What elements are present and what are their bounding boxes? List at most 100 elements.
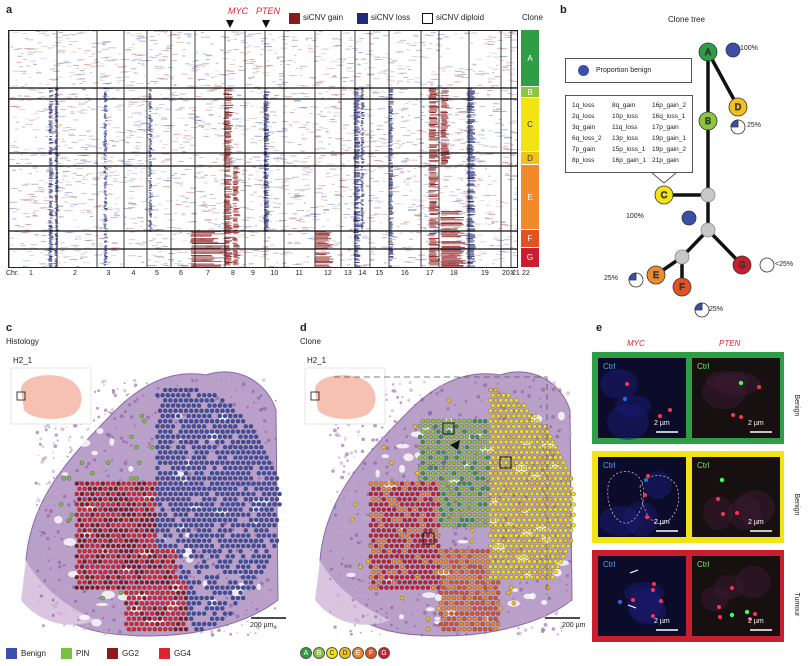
fish-image: Ctrl 2 µm	[692, 358, 780, 438]
cnv-event-label: 11q_loss	[612, 124, 638, 131]
clone-bar-segment: G	[521, 248, 539, 268]
fish-ctrl-label: Ctrl	[697, 560, 710, 569]
fish-scale-label: 2 µm	[654, 519, 670, 526]
svg-text:G: G	[738, 260, 745, 270]
myc-gene-label: MYC	[228, 6, 248, 16]
cnv-event-label: 13p_loss	[612, 135, 639, 142]
clone-bar-segment: C	[521, 98, 539, 152]
clone-legend-dot: G	[378, 647, 390, 659]
clone-tree-title: Clone tree	[668, 15, 705, 24]
fish-row-label: Tumour	[793, 592, 800, 617]
chromosome-label: 10	[270, 270, 279, 277]
histology-legend-swatch	[61, 648, 72, 659]
clone-bar-segment: A	[521, 30, 539, 87]
cnv-event-label: 16p_gain_1	[612, 157, 646, 164]
clone-legend-dot: C	[326, 647, 338, 659]
cnv-event-label: 2q_loss	[572, 113, 595, 120]
chromosome-label: 22	[522, 270, 530, 277]
histology-legend-label: GG4	[174, 649, 191, 658]
svg-text:B: B	[705, 116, 711, 126]
panel-a-label: a	[6, 4, 13, 16]
clone-column-title: Clone	[522, 13, 543, 22]
chr-prefix: Chr.	[6, 270, 19, 277]
gain-legend-label: siCNV gain	[303, 13, 344, 22]
panel-d-label: d	[300, 322, 307, 334]
chromosome-label: 15	[375, 270, 384, 277]
clone-legend-dot: B	[313, 647, 325, 659]
cnv-event-label: 7p_gain	[572, 146, 596, 153]
loss-legend-label: siCNV loss	[371, 13, 411, 22]
histology-legend-swatch	[6, 648, 17, 659]
diploid-legend-label: siCNV diploid	[436, 13, 485, 22]
chromosome-label: 18	[450, 270, 458, 277]
fish-ctrl-label: Ctrl	[603, 362, 616, 371]
svg-text:A: A	[705, 47, 711, 57]
scale-label-c: 200 µm	[250, 622, 274, 629]
histology-legend-swatch	[107, 648, 118, 659]
pct-d: 25%	[747, 122, 762, 129]
cnv-heatmap	[8, 30, 518, 268]
fish-scale-label: 2 µm	[748, 519, 764, 526]
histology-legend-label: PIN	[76, 649, 90, 658]
proportion-benign-legend: Proportion benign	[565, 58, 692, 83]
fish-myc-label: MYC	[627, 339, 645, 348]
chromosome-label: 13	[344, 270, 352, 277]
histology-legend-label: Benign	[21, 649, 46, 658]
fish-image: Ctrl 2 µm	[598, 556, 686, 636]
fish-scale-label: 2 µm	[654, 420, 670, 427]
cnv-event-label: 19p_gain_2	[652, 146, 686, 153]
fish-image: Ctrl 2 µm	[598, 358, 686, 440]
chromosome-label: 2	[73, 270, 77, 277]
gene-arrow-icons	[226, 20, 270, 28]
loss-swatch	[357, 13, 368, 24]
clone-bar-segment: E	[521, 165, 539, 230]
cnv-event-label: 17p_gain	[652, 124, 679, 131]
histology-image: H2_1 200 µm	[6, 350, 296, 640]
sample-id-d: H2_1	[307, 356, 327, 365]
clone-bar-segment: B	[521, 87, 539, 98]
chromosome-label: 16	[401, 270, 409, 277]
fish-image: Ctrl 2 µm	[692, 556, 780, 636]
clone-map-image: H2_1 200 µm	[300, 350, 590, 640]
fish-ctrl-label: Ctrl	[697, 362, 710, 371]
chromosome-label: 4	[131, 270, 136, 277]
fish-image: Ctrl 2 µm	[598, 457, 686, 537]
clone-bar-segment: D	[521, 152, 539, 165]
chromosome-label: 14	[358, 270, 367, 277]
fish-ctrl-label: Ctrl	[603, 560, 616, 569]
cnv-event-label: 1q_loss	[572, 102, 595, 109]
fish-scale-label: 2 µm	[654, 618, 670, 625]
svg-text:C: C	[661, 190, 668, 200]
cnv-event-label: 6q_loss_2	[572, 135, 602, 142]
chromosome-label: 6	[179, 270, 183, 277]
cnv-event-label: 8p_loss	[572, 157, 595, 164]
chromosome-label: 1	[29, 270, 33, 277]
fish-ctrl-label: Ctrl	[697, 461, 710, 470]
cnv-event-label: 16p_gain_2	[652, 102, 686, 109]
fish-scale-label: 2 µm	[748, 618, 764, 625]
cnv-event-label: 15p_loss_1	[612, 146, 646, 153]
clone-tree: A D B C E F G	[628, 42, 775, 318]
chromosome-label: 20	[502, 270, 510, 277]
fish-scale-label: 2 µm	[748, 420, 764, 427]
fish-image: Ctrl 2 µm	[692, 457, 780, 537]
panel-c-label: c	[6, 322, 13, 334]
histology-legend-swatch	[159, 648, 170, 659]
pct-e: 25%	[604, 275, 619, 282]
cnv-event-label: 8q_gain	[612, 102, 636, 109]
fish-ctrl-label: Ctrl	[603, 461, 616, 470]
panel-b-label: b	[560, 4, 567, 16]
clone-legend-dot: D	[339, 647, 351, 659]
pct-g: <25%	[775, 261, 794, 268]
fish-pten-label: PTEN	[719, 339, 741, 348]
svg-text:E: E	[653, 270, 659, 280]
pct-f: 25%	[709, 306, 724, 313]
clone-legend-dot: A	[300, 647, 312, 659]
fish-row-label: Benign	[793, 394, 800, 417]
clone-legend-dot: E	[352, 647, 364, 659]
scale-label-d: 200 µm	[562, 622, 586, 629]
chromosome-label: X	[510, 270, 515, 277]
cnv-event-label: 16q_loss_1	[652, 113, 686, 120]
clone-map-title: Clone	[300, 337, 321, 346]
